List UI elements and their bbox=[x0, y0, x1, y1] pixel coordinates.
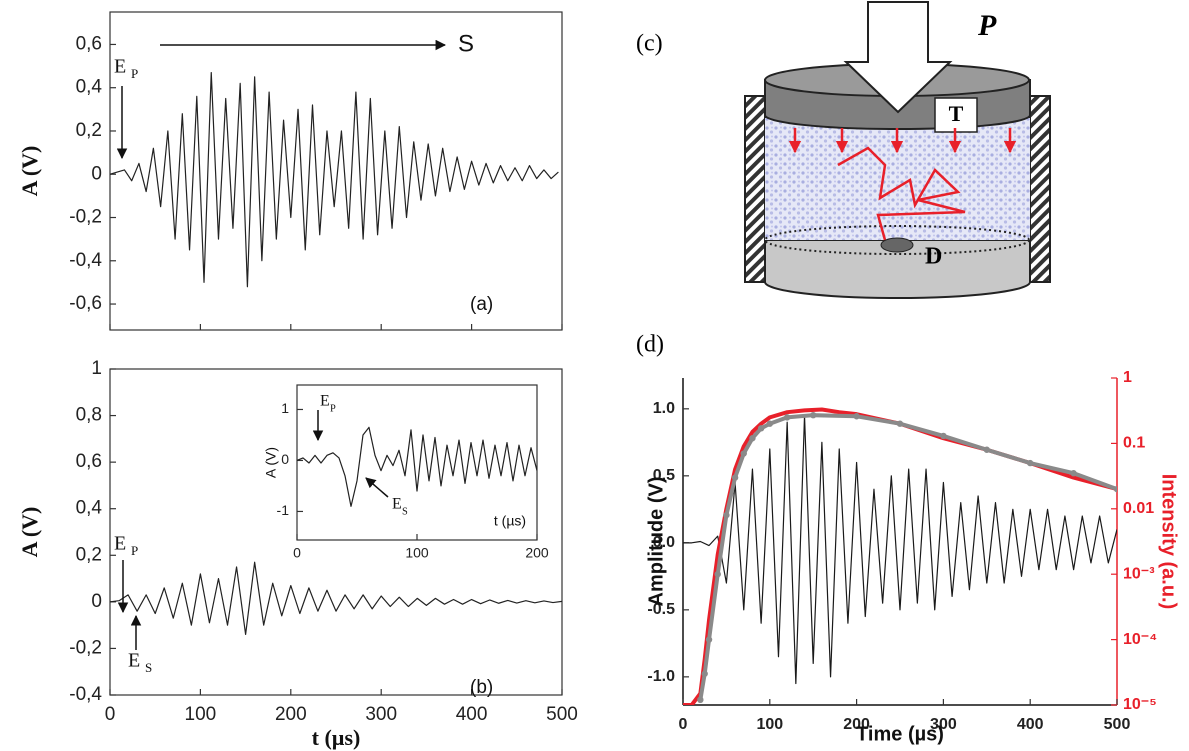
annotation-subscript: S bbox=[402, 506, 408, 517]
panel-label: (d) bbox=[636, 332, 664, 358]
y-tick-label: 0,6 bbox=[76, 33, 102, 54]
y-tick-label: 0,2 bbox=[76, 544, 102, 565]
y-tick-label: 0 bbox=[91, 163, 102, 184]
annotation: E bbox=[320, 393, 330, 410]
load-label: P bbox=[977, 9, 997, 42]
load-arrow bbox=[843, 1, 953, 114]
annotation: S bbox=[458, 30, 474, 57]
x-tick-label: 400 bbox=[456, 704, 488, 725]
annotation: E bbox=[392, 496, 402, 513]
x-tick-label: 300 bbox=[365, 704, 397, 725]
annotation-subscript: S bbox=[145, 660, 152, 675]
x-tick-label: 100 bbox=[185, 704, 217, 725]
x-tick-label: 500 bbox=[1104, 716, 1131, 733]
panel-label: (a) bbox=[470, 294, 493, 315]
y-tick-label: 1.0 bbox=[653, 400, 675, 417]
y-tick-label: -0,2 bbox=[69, 637, 102, 658]
y-tick-label: 0.0 bbox=[653, 534, 675, 551]
x-axis-title: t (µs) bbox=[312, 725, 361, 750]
transducer bbox=[934, 97, 978, 133]
y-tick-label: 0,4 bbox=[76, 498, 103, 519]
y2-tick-label: 0.01 bbox=[1123, 500, 1154, 517]
cell-diagram: (c) P T D (d) bbox=[636, 1, 1051, 358]
x-tick-label: 100 bbox=[756, 716, 783, 733]
detector bbox=[880, 237, 914, 253]
series-line bbox=[297, 426, 537, 507]
x-tick-label: 500 bbox=[546, 704, 578, 725]
annotation: E bbox=[114, 533, 126, 555]
y-tick-label: -1 bbox=[277, 502, 290, 518]
x-axis-title: Time (µs) bbox=[856, 723, 944, 745]
x-tick-label: 300 bbox=[930, 716, 957, 733]
chart: -0,6 -0,4 -0,2 0 0,2 0,4 0,6 A (V) (a) S E P bbox=[17, 11, 563, 331]
annotation-subscript: P bbox=[330, 403, 336, 414]
force-arrows bbox=[788, 128, 1017, 154]
fit-line bbox=[698, 413, 1117, 701]
x-tick-label: 0 bbox=[679, 716, 688, 733]
panel-label: (c) bbox=[636, 31, 663, 57]
base-edge bbox=[764, 225, 1030, 255]
x-tick-label: 200 bbox=[525, 545, 549, 561]
y-axis-title: A (V) bbox=[17, 146, 42, 197]
annotation-subscript: P bbox=[131, 543, 138, 558]
y2-tick-label: 10⁻⁵ bbox=[1123, 696, 1157, 713]
annotation: E bbox=[128, 650, 140, 672]
wall bbox=[1029, 95, 1051, 283]
y-tick-label: -1.0 bbox=[647, 668, 675, 685]
y-tick-label: -0,4 bbox=[69, 684, 102, 705]
annotation-arrow bbox=[365, 477, 389, 498]
x-tick-label: 0 bbox=[105, 704, 116, 725]
plot-frame bbox=[296, 384, 538, 541]
transducer-label: T bbox=[949, 101, 964, 126]
x-tick-label: 100 bbox=[405, 545, 429, 561]
annotation-subscript: P bbox=[131, 66, 138, 81]
panel-label: (b) bbox=[470, 677, 493, 698]
series-line bbox=[683, 414, 1117, 685]
y-tick-label: 0,8 bbox=[76, 405, 102, 426]
y-tick-label: 0.5 bbox=[653, 467, 675, 484]
y-tick-label: 1 bbox=[91, 358, 102, 379]
y2-tick-label: 0.1 bbox=[1123, 435, 1145, 452]
y-axis-title: A (V) bbox=[263, 447, 279, 478]
y-tick-label: 0,4 bbox=[76, 77, 103, 98]
y-axis-title: Amplitude (V) bbox=[645, 477, 667, 607]
y-tick-label: -0.5 bbox=[647, 601, 675, 618]
y-tick-label: 1 bbox=[281, 400, 289, 416]
y2-tick-label: 1 bbox=[1123, 369, 1132, 386]
y-tick-label: 0 bbox=[91, 591, 102, 612]
x-tick-label: 200 bbox=[275, 704, 307, 725]
y-tick-label: -0,2 bbox=[69, 207, 102, 228]
base bbox=[764, 239, 1031, 300]
y-tick-label: 0,6 bbox=[76, 451, 102, 472]
wall bbox=[744, 95, 766, 283]
y-tick-label: -0,6 bbox=[69, 293, 102, 314]
x-tick-label: 0 bbox=[293, 545, 301, 561]
y-tick-label: -0,4 bbox=[69, 250, 102, 271]
detector-label: D bbox=[925, 244, 942, 270]
series-line bbox=[110, 71, 559, 288]
annotation: E bbox=[114, 56, 126, 78]
y-tick-label: 0 bbox=[281, 451, 289, 467]
scattering-path bbox=[837, 146, 966, 241]
x-tick-label: 400 bbox=[1017, 716, 1044, 733]
y2-tick-label: 10⁻⁴ bbox=[1123, 631, 1157, 648]
y2-tick-label: 10⁻³ bbox=[1123, 565, 1155, 582]
series-line bbox=[110, 561, 562, 636]
y-tick-label: 0,2 bbox=[76, 120, 102, 141]
x-tick-label: 200 bbox=[843, 716, 870, 733]
plot-frame bbox=[109, 11, 563, 331]
chart: 0 100 200 300 400 500 -1.0 -0.5 0.0 0.5 1.0 10⁻⁵ 10⁻… bbox=[645, 369, 1179, 745]
x-axis-title: t (µs) bbox=[494, 513, 526, 529]
y2-axis-title: Intensity (a.u.) bbox=[1158, 474, 1180, 610]
y-axis-title: A (V) bbox=[17, 507, 42, 558]
